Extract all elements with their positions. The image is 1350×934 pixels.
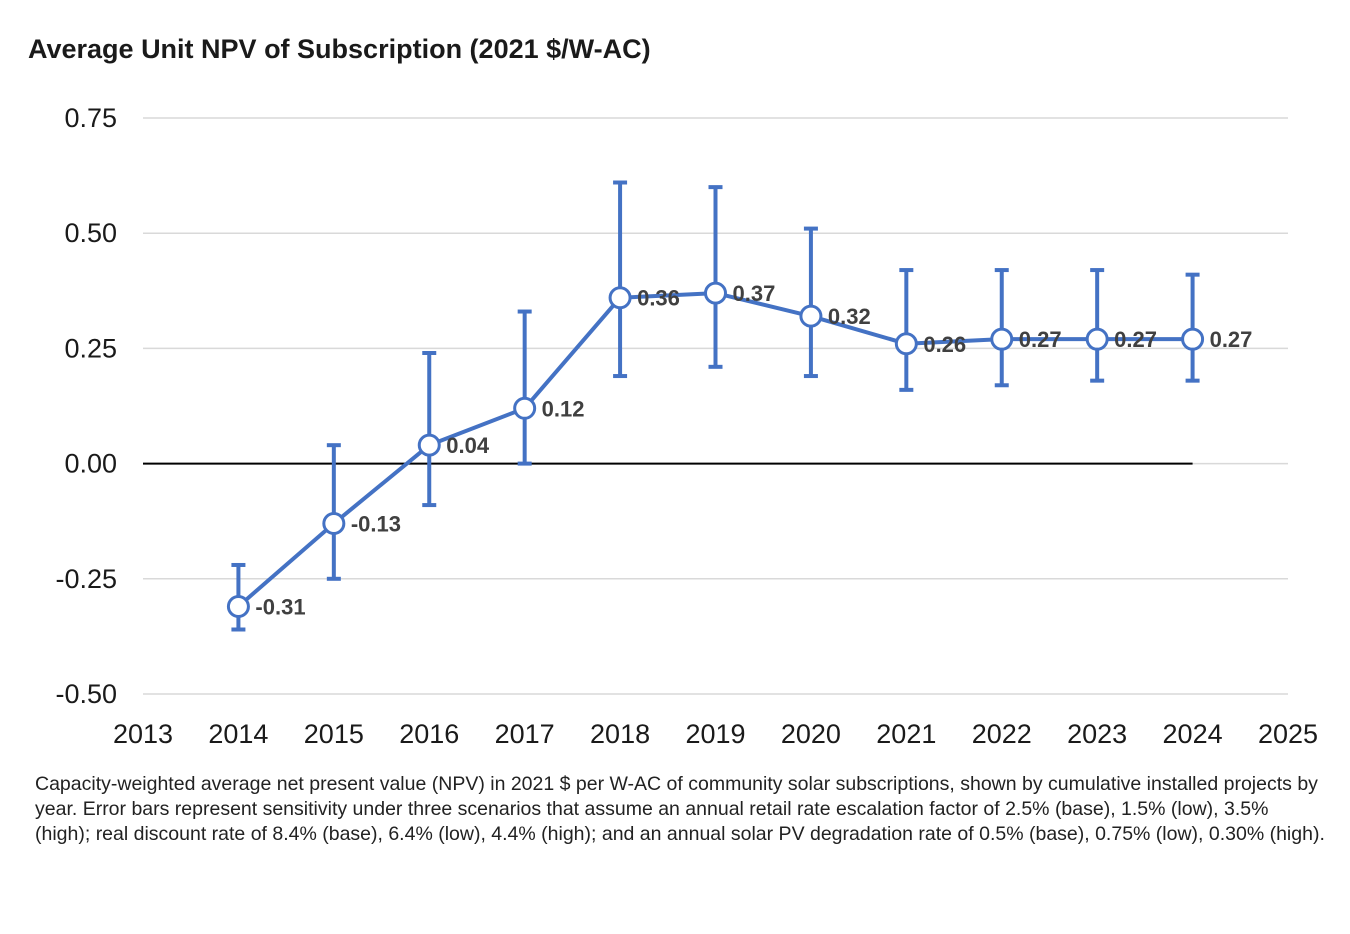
data-label: 0.27 <box>1114 327 1157 352</box>
x-tick-label: 2025 <box>1258 719 1318 749</box>
data-label: 0.27 <box>1210 327 1253 352</box>
y-tick-label: 0.25 <box>64 333 117 363</box>
data-point <box>322 512 346 536</box>
figure-caption: Capacity-weighted average net present va… <box>35 773 1325 845</box>
data-point <box>799 304 823 328</box>
x-tick-label: 2018 <box>590 719 650 749</box>
data-point <box>513 396 537 420</box>
npv-line-chart: 0.750.500.250.00-0.25-0.50 2013 2014 2015 2… <box>55 103 1318 749</box>
error-bars <box>231 180 1200 632</box>
x-tick-label: 2020 <box>781 719 841 749</box>
data-point <box>417 433 441 457</box>
data-point <box>990 327 1014 351</box>
data-point <box>894 332 918 356</box>
x-tick-label: 2022 <box>972 719 1032 749</box>
x-tick-label: 2016 <box>399 719 459 749</box>
x-tick-label: 2013 <box>113 719 173 749</box>
x-axis-ticks: 2013 2014 2015 2016 2017 2018 2019 2020 2021 2022… <box>113 719 1318 749</box>
data-point <box>1181 327 1205 351</box>
data-point <box>1085 327 1109 351</box>
y-tick-label: 0.75 <box>64 103 117 133</box>
chart-title: Average Unit NPV of Subscription (2021 $… <box>28 34 651 64</box>
data-labels: -0.31 -0.13 0.04 0.12 0.36 0.37 0.32 0.26 0.27 0.… <box>255 281 1252 619</box>
y-axis-ticks: 0.75 0.50 0.25 0.00 -0.25 -0.50 <box>55 103 117 709</box>
data-label: 0.04 <box>446 433 490 458</box>
y-tick-label: 0.50 <box>64 218 117 248</box>
y-tick-label: 0.00 <box>64 449 117 479</box>
data-label: 0.12 <box>542 396 585 421</box>
data-label: 0.36 <box>637 286 680 311</box>
x-tick-label: 2023 <box>1067 719 1127 749</box>
data-label: -0.31 <box>255 594 305 619</box>
x-tick-label: 2017 <box>495 719 555 749</box>
x-tick-label: 2014 <box>208 719 268 749</box>
x-tick-label: 2024 <box>1163 719 1223 749</box>
y-tick-label: -0.25 <box>55 564 117 594</box>
data-label: 0.32 <box>828 304 871 329</box>
x-tick-label: 2021 <box>876 719 936 749</box>
data-label: -0.13 <box>351 512 401 537</box>
data-label: 0.37 <box>733 281 776 306</box>
x-tick-label: 2019 <box>685 719 745 749</box>
x-tick-label: 2015 <box>304 719 364 749</box>
data-label: 0.27 <box>1019 327 1062 352</box>
data-label: 0.26 <box>923 332 966 357</box>
data-markers <box>226 281 1205 618</box>
y-tick-label: -0.50 <box>55 679 117 709</box>
data-point <box>226 594 250 618</box>
data-point <box>608 286 632 310</box>
data-point <box>704 281 727 305</box>
